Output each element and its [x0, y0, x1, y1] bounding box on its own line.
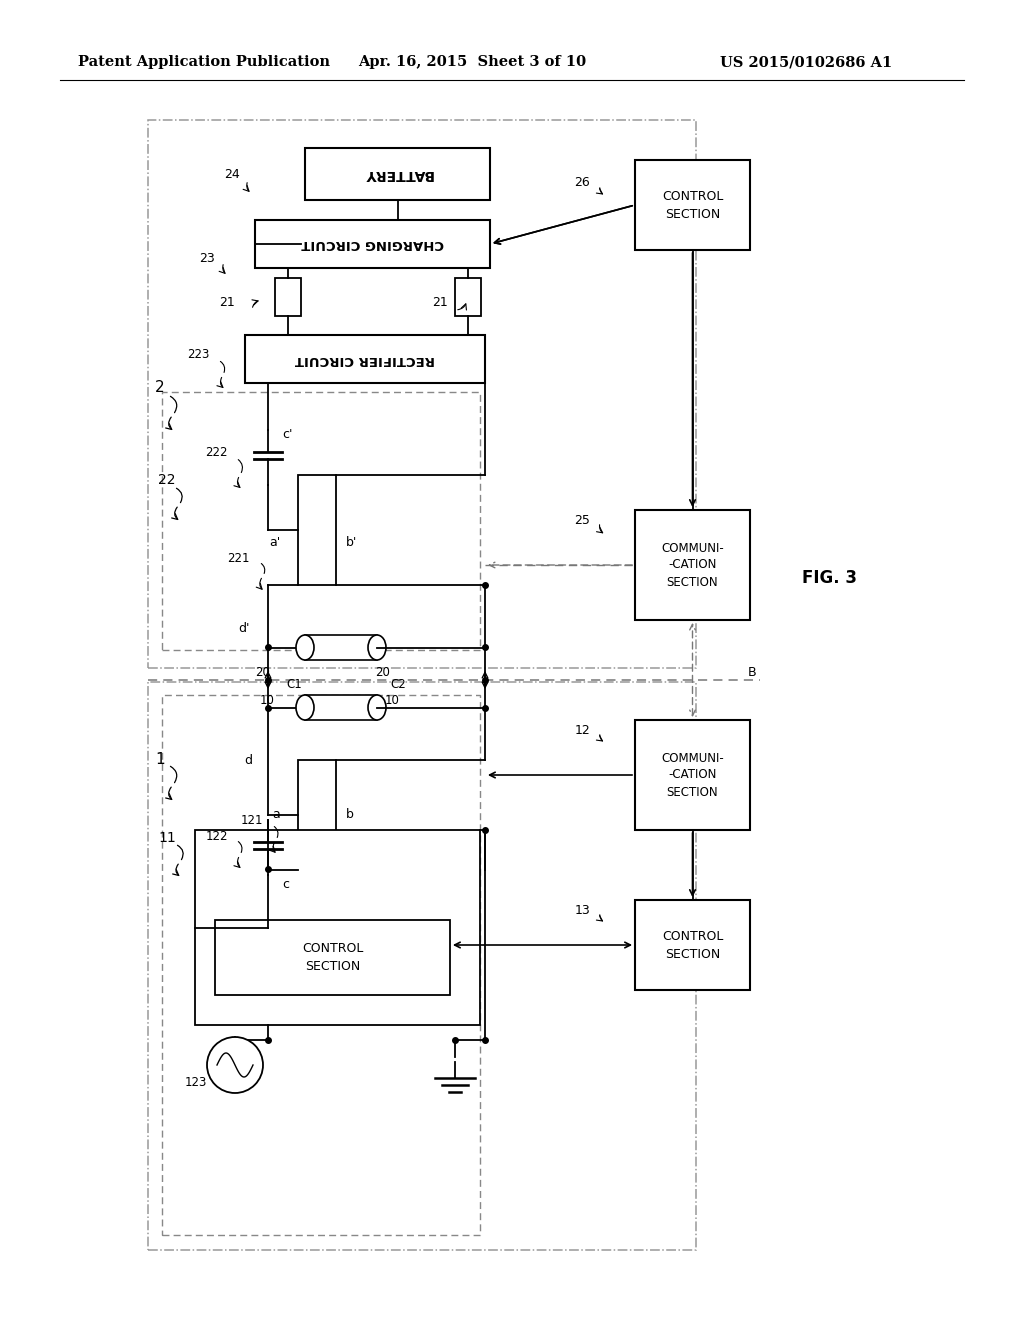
Bar	[298, 760, 336, 870]
Text: 1: 1	[155, 752, 165, 767]
Text: a': a'	[268, 536, 280, 549]
Ellipse shape	[368, 696, 386, 719]
Text: 222: 222	[206, 446, 228, 459]
Text: 123: 123	[184, 1076, 207, 1089]
Bar	[162, 696, 480, 1236]
Text: 24: 24	[224, 169, 240, 181]
Ellipse shape	[296, 696, 314, 719]
Ellipse shape	[368, 635, 386, 660]
Text: 20: 20	[375, 667, 390, 680]
Text: Apr. 16, 2015  Sheet 3 of 10: Apr. 16, 2015 Sheet 3 of 10	[358, 55, 586, 69]
Text: 122: 122	[206, 829, 228, 842]
Circle shape	[207, 1038, 263, 1093]
Text: 11: 11	[158, 832, 176, 845]
Text: COMMUNI-
-CATION
SECTION: COMMUNI- -CATION SECTION	[662, 541, 724, 589]
Bar	[305, 148, 490, 201]
Text: 10: 10	[385, 693, 400, 706]
Text: COMMUNI-
-CATION
SECTION: COMMUNI- -CATION SECTION	[662, 751, 724, 799]
Bar	[635, 900, 750, 990]
Bar	[255, 220, 490, 268]
Text: C2: C2	[390, 678, 406, 692]
Text: d: d	[244, 754, 252, 767]
Bar	[635, 510, 750, 620]
Text: 223: 223	[187, 348, 210, 362]
Bar	[455, 279, 481, 315]
Bar	[245, 335, 485, 383]
Ellipse shape	[296, 635, 314, 660]
Bar	[162, 392, 480, 649]
Text: 22: 22	[158, 473, 175, 487]
Text: BATTERY: BATTERY	[362, 168, 432, 181]
Bar	[298, 475, 336, 585]
Text: b: b	[346, 808, 354, 821]
Text: 21: 21	[432, 297, 447, 309]
Text: CONTROL
SECTION: CONTROL SECTION	[662, 929, 723, 961]
Bar	[215, 920, 450, 995]
Text: US 2015/0102686 A1: US 2015/0102686 A1	[720, 55, 892, 69]
Text: C1: C1	[286, 678, 302, 692]
Text: Patent Application Publication: Patent Application Publication	[78, 55, 330, 69]
Text: c': c'	[282, 429, 293, 441]
Text: 21: 21	[219, 297, 234, 309]
Bar	[148, 682, 696, 1250]
Bar	[195, 830, 480, 1026]
Text: RECTIFIER CIRCUIT: RECTIFIER CIRCUIT	[295, 352, 435, 366]
Bar	[148, 120, 696, 668]
Text: CHARGING CIRCUIT: CHARGING CIRCUIT	[301, 238, 443, 251]
Text: 23: 23	[200, 252, 215, 264]
Text: 121: 121	[241, 813, 263, 826]
Text: 2: 2	[155, 380, 165, 396]
Text: b': b'	[346, 536, 357, 549]
Bar	[305, 635, 377, 660]
Bar	[305, 696, 377, 719]
Text: 10: 10	[260, 693, 275, 706]
Text: 26: 26	[574, 177, 590, 190]
Text: a: a	[272, 808, 280, 821]
Text: CONTROL
SECTION: CONTROL SECTION	[302, 942, 364, 973]
Bar	[635, 160, 750, 249]
Text: B: B	[748, 665, 757, 678]
Text: d': d'	[239, 622, 250, 635]
Text: 13: 13	[574, 903, 590, 916]
Text: FIG. 3: FIG. 3	[803, 569, 857, 587]
Text: 221: 221	[227, 552, 250, 565]
Text: 20: 20	[255, 667, 270, 680]
Text: 25: 25	[574, 513, 590, 527]
Bar	[635, 719, 750, 830]
Text: c: c	[282, 879, 289, 891]
Text: CONTROL
SECTION: CONTROL SECTION	[662, 190, 723, 220]
Text: 12: 12	[574, 723, 590, 737]
Bar	[275, 279, 301, 315]
